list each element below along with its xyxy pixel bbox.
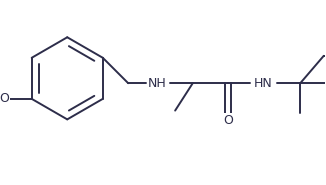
Text: HN: HN xyxy=(254,77,273,90)
Text: NH: NH xyxy=(148,77,167,90)
Text: O: O xyxy=(0,92,9,105)
Text: O: O xyxy=(223,114,233,127)
